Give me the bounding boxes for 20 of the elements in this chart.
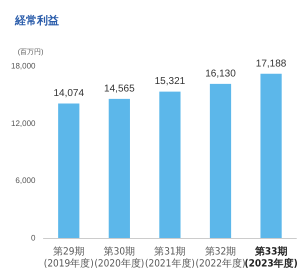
- y-tick-label: 18,000: [11, 62, 36, 70]
- y-tick-label: 6,000: [15, 176, 36, 186]
- bar: [260, 74, 282, 238]
- y-tick-label: 0: [31, 234, 36, 242]
- data-label: 15,321: [154, 76, 186, 88]
- chart-title: 経常利益: [14, 14, 59, 27]
- y-tick-label: 12,000: [11, 118, 36, 128]
- data-label: 16,130: [205, 68, 236, 80]
- bar: [159, 92, 181, 238]
- data-label: 14,565: [104, 83, 136, 94]
- data-label: 17,188: [256, 58, 287, 70]
- x-tick-label: 第31期 (2021年度): [144, 246, 195, 270]
- x-tick-label: 第30期 (2020年度): [94, 246, 144, 270]
- x-tick-label: 第33期 (2023年度): [244, 246, 298, 270]
- x-tick-label: 第29期 (2019年度): [44, 246, 94, 270]
- bar: [108, 98, 130, 238]
- bar: [58, 104, 80, 238]
- bar: [210, 84, 232, 238]
- x-tick-label: 第32期 (2022年度): [196, 246, 246, 270]
- data-label: 14,074: [53, 88, 84, 100]
